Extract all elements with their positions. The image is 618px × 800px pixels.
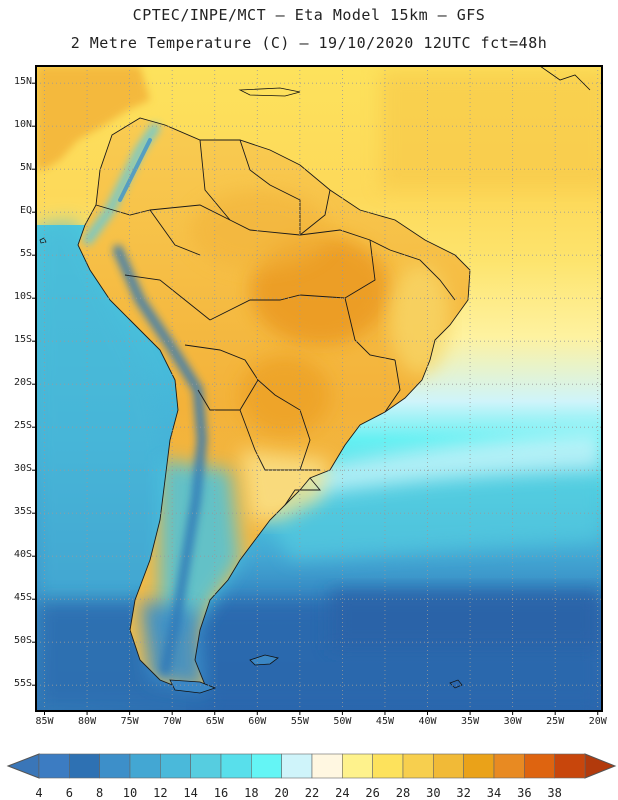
colorbar-swatch — [69, 753, 100, 779]
colorbar-swatch — [160, 753, 191, 779]
lat-label: 25S — [13, 420, 32, 432]
colorbar-label: 24 — [335, 786, 350, 800]
axis-ticks — [32, 82, 599, 715]
map-field — [36, 66, 602, 711]
lon-label: 25W — [546, 716, 565, 727]
colorbar-swatch — [281, 753, 313, 779]
lat-label: 5N — [19, 162, 32, 174]
colorbar-label: 14 — [183, 786, 198, 800]
colorbar-label: 4 — [35, 786, 43, 800]
colorbar-swatch — [493, 753, 525, 779]
colorbar-label: 6 — [65, 786, 73, 800]
colorbar-label: 12 — [153, 786, 168, 800]
colorbar-low-arrow — [6, 753, 40, 779]
colorbar — [6, 753, 617, 779]
lon-label: 75W — [120, 716, 139, 727]
lat-label: 20S — [13, 377, 32, 389]
colorbar-swatch — [220, 753, 252, 779]
colorbar-swatch — [433, 753, 464, 779]
lat-label: 10N — [13, 119, 32, 131]
lat-label: 10S — [13, 291, 32, 303]
colorbar-swatch — [372, 753, 404, 779]
colorbar-label: 30 — [426, 786, 441, 800]
colorbar-label: 10 — [122, 786, 138, 800]
colorbar-swatch — [251, 753, 282, 779]
colorbar-swatch — [402, 753, 434, 779]
lat-label: 30S — [13, 463, 32, 475]
lat-label: 55S — [13, 678, 32, 690]
colorbar-label: 28 — [395, 786, 411, 800]
colorbar-swatch — [524, 753, 555, 779]
lat-label: 50S — [13, 635, 32, 647]
lat-label: 5S — [19, 248, 32, 260]
lon-label: 80W — [78, 716, 97, 727]
map-frame — [35, 65, 603, 712]
lon-label: 45W — [375, 716, 394, 727]
lon-label: 40W — [418, 716, 437, 727]
colorbar-swatch — [554, 753, 586, 779]
lat-label: 40S — [13, 549, 32, 561]
lon-label: 30W — [503, 716, 522, 727]
colorbar-swatch — [190, 753, 222, 779]
colorbar-label: 18 — [244, 786, 259, 800]
lat-label: 15N — [13, 76, 32, 88]
lon-label: 85W — [35, 716, 54, 727]
lon-label: 65W — [205, 716, 224, 727]
colorbar-swatch — [38, 753, 70, 779]
chart-subtitle: 2 Metre Temperature (C) – 19/10/2020 12U… — [70, 34, 548, 52]
chart-title: CPTEC/INPE/MCT – Eta Model 15km – GFS — [132, 6, 486, 24]
colorbar-label: 22 — [304, 786, 320, 800]
lon-label: 20W — [588, 716, 607, 727]
colorbar-label: 20 — [274, 786, 289, 800]
lon-label: 35W — [461, 716, 480, 727]
colorbar-label: 32 — [456, 786, 471, 800]
lon-label: 55W — [290, 716, 309, 727]
lat-label: 15S — [13, 334, 32, 346]
colorbar-label: 36 — [517, 786, 532, 800]
colorbar-swatch — [463, 753, 495, 779]
colorbar-swatch — [311, 753, 343, 779]
lat-label: 35S — [13, 506, 32, 518]
colorbar-swatch — [99, 753, 131, 779]
colorbar-label: 38 — [547, 786, 562, 800]
colorbar-label: 26 — [365, 786, 380, 800]
colorbar-label: 8 — [96, 786, 104, 800]
colorbar-label: 34 — [486, 786, 502, 800]
lat-label: 45S — [13, 592, 32, 604]
colorbar-swatch — [129, 753, 161, 779]
lon-label: 50W — [333, 716, 352, 727]
lat-label: EQ — [19, 205, 32, 217]
colorbar-swatch — [342, 753, 373, 779]
country-borders — [77, 117, 471, 691]
lon-label: 70W — [163, 716, 182, 727]
lon-label: 60W — [248, 716, 267, 727]
colorbar-label: 16 — [213, 786, 229, 800]
colorbar-high-arrow — [584, 753, 617, 779]
